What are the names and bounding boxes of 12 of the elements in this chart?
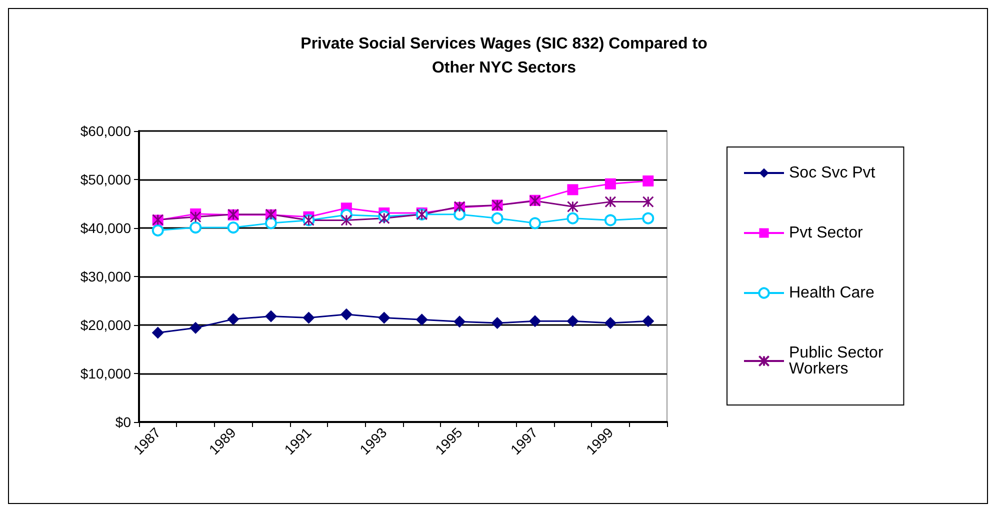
legend-label: Soc Svc Pvt bbox=[789, 164, 876, 182]
chart-title: Private Social Services Wages (SIC 832) Compared to Other NYC Sectors bbox=[300, 36, 708, 76]
y-tick-label: $60,000 bbox=[80, 123, 132, 139]
legend-label: Pvt Sector bbox=[789, 224, 864, 242]
y-tick-label: $0 bbox=[115, 414, 132, 430]
legend-label: Health Care bbox=[789, 284, 874, 302]
y-tick-label: $40,000 bbox=[80, 220, 132, 236]
y-tick-label: $10,000 bbox=[80, 366, 132, 382]
y-tick-label: $30,000 bbox=[80, 268, 132, 284]
legend-label: Public Sector Workers bbox=[789, 344, 888, 378]
y-tick-label: $50,000 bbox=[80, 172, 132, 188]
y-tick-label: $20,000 bbox=[80, 317, 132, 333]
